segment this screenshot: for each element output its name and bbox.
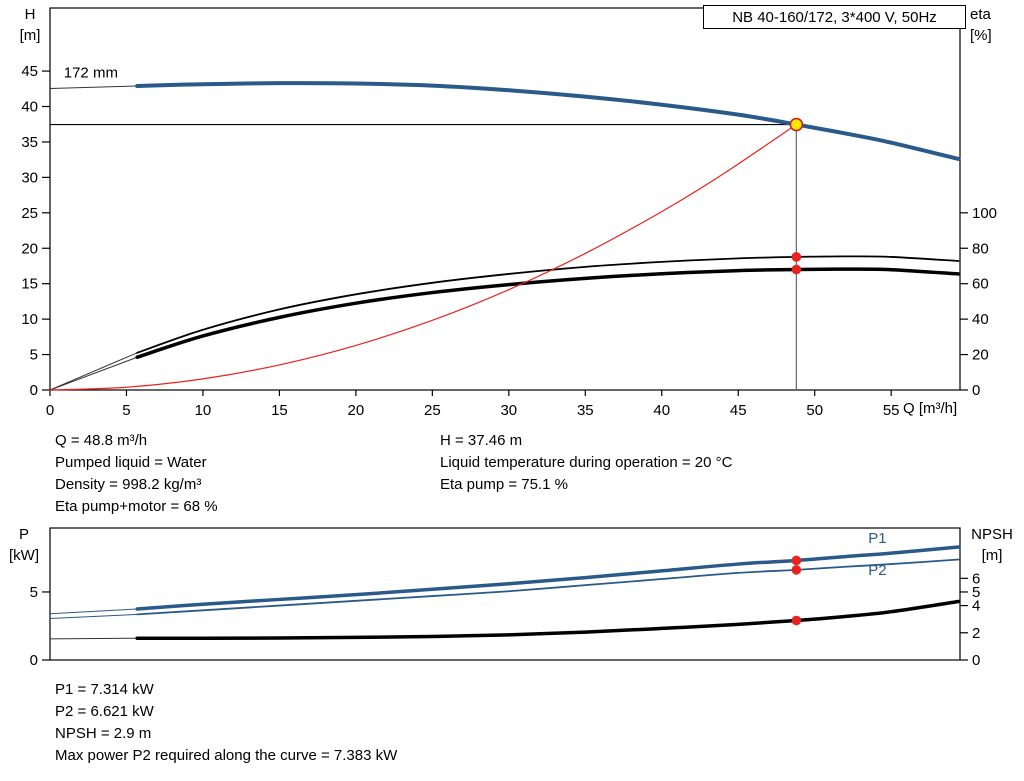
info-line-eta-pump-motor: Eta pump+motor = 68 %	[55, 498, 218, 515]
p-axis-label: P [kW]	[2, 524, 46, 566]
annotation-172-mm: 172 mm	[64, 64, 118, 81]
series-npsh	[49, 599, 961, 640]
svg-text:15: 15	[21, 276, 38, 293]
p-axis-label-line2: [kW]	[9, 547, 39, 564]
duty-point	[789, 117, 804, 132]
series-head-172mm	[49, 81, 961, 161]
info-line-liquid: Pumped liquid = Water	[55, 454, 207, 471]
series-system-curve	[49, 123, 797, 391]
svg-text:40: 40	[21, 99, 38, 116]
p-axis-label-line1: P	[18, 526, 29, 543]
svg-text:5: 5	[972, 584, 980, 601]
svg-text:40: 40	[653, 402, 670, 419]
duty-info-left: Q = 48.8 m³/h Pumped liquid = Water Dens…	[55, 430, 218, 518]
svg-text:40: 40	[972, 311, 989, 328]
info-line-p1: P1 = 7.314 kW	[55, 681, 154, 698]
series-p2-power	[49, 558, 960, 619]
eta-pump-point	[791, 252, 802, 262]
info-line-eta-pump: Eta pump = 75.1 %	[440, 476, 568, 493]
svg-text:20: 20	[972, 347, 989, 364]
svg-text:45: 45	[730, 402, 747, 419]
h-axis-label-line1: H	[24, 6, 36, 23]
svg-text:2: 2	[972, 625, 980, 642]
series-eta-pump-motor	[49, 267, 961, 391]
info-line-q: Q = 48.8 m³/h	[55, 432, 148, 449]
svg-text:30: 30	[500, 402, 517, 419]
info-line-npsh: NPSH = 2.9 m	[55, 725, 152, 742]
svg-text:6: 6	[972, 570, 980, 587]
h-axis-label: H [m]	[10, 4, 50, 46]
svg-text:55: 55	[883, 402, 900, 419]
p2-point	[791, 565, 802, 575]
head-capacity-chart: 0 5 10 15 20 25 30 35 40 45 50 55 0 5 10 15 20 25 30 35 40 45…	[21, 7, 997, 419]
svg-text:4: 4	[972, 598, 980, 615]
svg-text:10: 10	[21, 311, 38, 328]
svg-text:60: 60	[972, 276, 989, 293]
power-info: P1 = 7.314 kW P2 = 6.621 kW NPSH = 2.9 m…	[55, 679, 397, 767]
annotation-p2: P2	[868, 562, 886, 579]
svg-text:35: 35	[21, 134, 38, 151]
svg-text:50: 50	[806, 402, 823, 419]
npsh-axis-label: NPSH [m]	[964, 524, 1020, 566]
npsh-axis-label-line2: [m]	[981, 547, 1003, 564]
svg-text:25: 25	[21, 205, 38, 222]
info-line-density: Density = 998.2 kg/m³	[55, 476, 202, 493]
svg-text:0: 0	[30, 652, 38, 669]
chart-frame	[49, 527, 961, 661]
svg-text:0: 0	[30, 382, 38, 399]
svg-text:0: 0	[972, 652, 980, 669]
svg-text:100: 100	[972, 205, 997, 222]
eta-axis-label: eta [%]	[970, 4, 1010, 46]
svg-text:35: 35	[577, 402, 594, 419]
q-axis-label: Q [m³/h]	[903, 400, 958, 417]
eta-axis-label-line2: [%]	[970, 27, 992, 44]
svg-text:5: 5	[30, 347, 38, 364]
svg-text:0: 0	[972, 382, 980, 399]
info-line-max-p2: Max power P2 required along the curve = …	[55, 747, 398, 764]
series-eta-pump	[49, 255, 960, 391]
chart-frame	[49, 7, 961, 391]
svg-text:30: 30	[21, 169, 38, 186]
info-line-temperature: Liquid temperature during operation = 20…	[440, 454, 733, 471]
h-axis-label-line2: [m]	[19, 27, 41, 44]
p1-point	[791, 555, 802, 566]
duty-info-right: H = 37.46 m Liquid temperature during op…	[440, 430, 732, 496]
svg-text:5: 5	[30, 584, 38, 601]
svg-text:5: 5	[122, 402, 130, 419]
npsh-axis-label-line1: NPSH	[971, 526, 1013, 543]
pump-title-box: NB 40-160/172, 3*400 V, 50Hz	[703, 5, 966, 29]
svg-text:15: 15	[271, 402, 288, 419]
series-p1-power	[49, 545, 961, 615]
eta-axis-label-line1: eta	[970, 6, 991, 23]
axis-ticks: 0 5 10 15 20 25 30 35 40 45 50 55 0 5 10 15 20 25 30 35 40 45…	[21, 63, 997, 419]
svg-text:10: 10	[195, 402, 212, 419]
eta-pump-motor-point	[791, 264, 802, 275]
info-line-p2: P2 = 6.621 kW	[55, 703, 154, 720]
svg-text:20: 20	[21, 240, 38, 257]
annotation-p1: P1	[868, 530, 886, 547]
svg-text:0: 0	[46, 402, 54, 419]
info-line-h: H = 37.46 m	[440, 432, 523, 449]
npsh-point	[791, 615, 802, 626]
svg-text:25: 25	[424, 402, 441, 419]
svg-text:80: 80	[972, 240, 989, 257]
svg-text:20: 20	[348, 402, 365, 419]
svg-text:45: 45	[21, 63, 38, 80]
